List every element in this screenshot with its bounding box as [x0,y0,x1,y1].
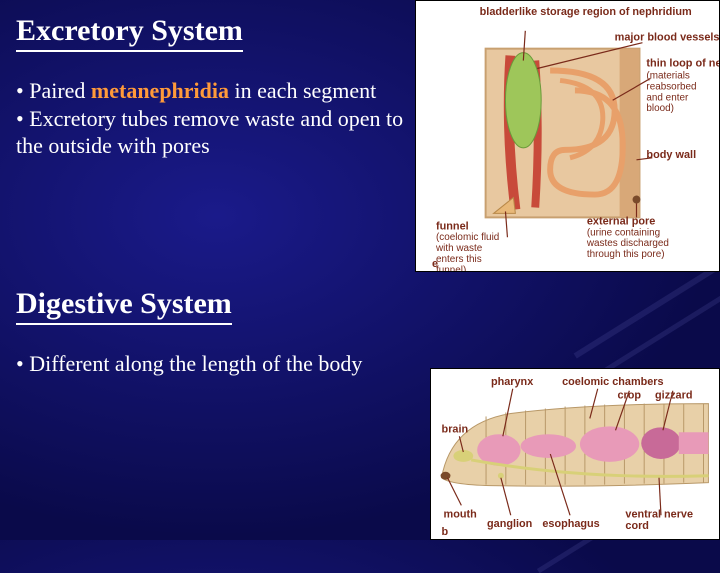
excretory-heading: Excretory System [16,14,243,52]
label-pharynx: pharynx [491,376,533,388]
bullet-prefix: • Paired [16,78,91,103]
digestive-bullets: • Different along the length of the body [16,351,411,377]
digestive-diagram: pharynx coelomic chambers crop gizzard b… [430,368,720,540]
label-esophagus: esophagus [542,518,599,530]
label-vessels: major blood vessels [615,32,719,44]
label-bodywall: body wall [646,149,696,161]
svg-text:funnel): funnel) [436,265,466,271]
svg-text:and enter: and enter [646,92,689,103]
excretory-bullets: • Paired metanephridia in each segment •… [16,78,411,159]
label-coelomic: coelomic chambers [562,376,663,388]
bullet-excretory-tubes: • Excretory tubes remove waste and open … [16,106,411,159]
svg-text:enters this: enters this [436,254,482,265]
nephridium-diagram: bladderlike storage region of nephridium… [415,0,720,272]
label-bladder: bladderlike storage region of nephridium [480,6,692,18]
panel-letter-e: e [432,258,438,270]
svg-text:(materials: (materials [646,70,690,81]
bullet-digestive-length: • Different along the length of the body [16,351,411,377]
label-funnel: funnel [436,220,469,232]
svg-text:cord: cord [625,520,649,532]
svg-text:wastes discharged: wastes discharged [586,238,669,249]
svg-text:through this pore): through this pore) [587,249,665,260]
panel-letter-b: b [442,526,449,538]
digestive-heading: Digestive System [16,287,232,325]
label-gizzard: gizzard [655,390,692,402]
label-mouth: mouth [444,508,477,520]
svg-text:thin loop of nephridium: thin loop of nephridium [646,58,719,70]
label-loop: thin loop of nephridium [646,58,719,70]
svg-text:reabsorbed: reabsorbed [646,81,696,92]
svg-text:bladderlike storage region of: bladderlike storage region of nephridium [480,6,692,18]
svg-text:(coelomic fluid: (coelomic fluid [436,232,499,243]
label-crop: crop [618,390,642,402]
svg-text:with waste: with waste [435,243,483,254]
bullet-metanephridia: • Paired metanephridia in each segment [16,78,411,104]
svg-text:blood): blood) [646,103,674,114]
label-brain: brain [442,423,469,435]
label-pore: external pore [587,215,656,227]
label-ganglion: ganglion [487,518,532,530]
bullet-suffix: in each segment [229,78,376,103]
svg-text:(urine containing: (urine containing [587,227,660,238]
term-metanephridia: metanephridia [91,78,229,103]
label-vnc: ventral nerve [625,508,693,520]
